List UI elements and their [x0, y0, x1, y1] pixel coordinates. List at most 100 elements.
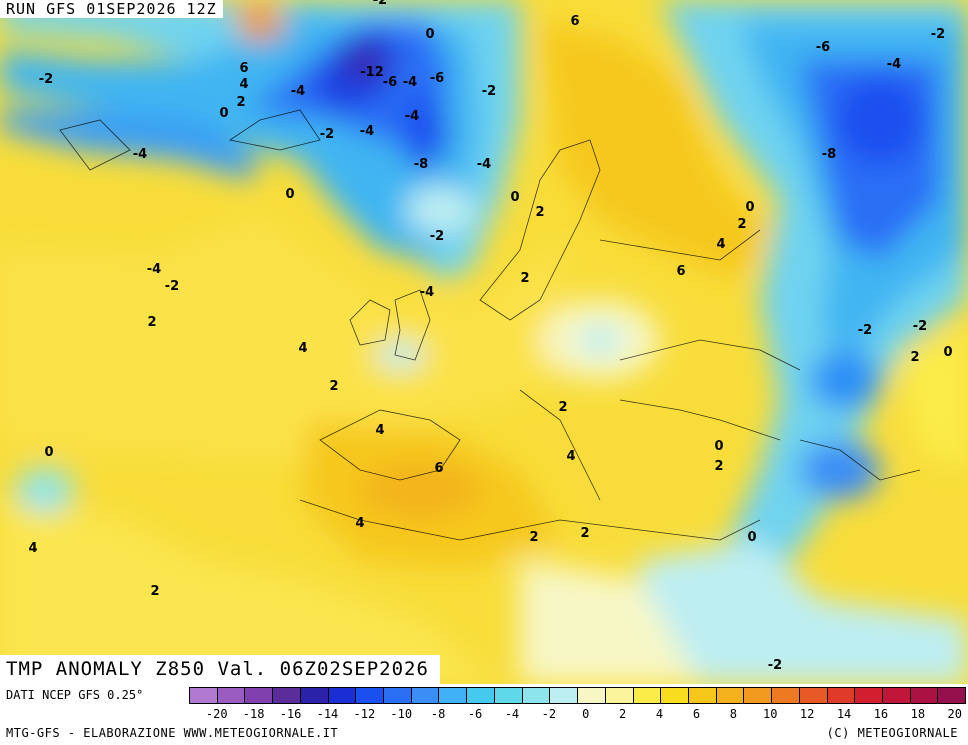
- scale-swatch: [384, 687, 412, 704]
- contour-label: 0: [747, 530, 756, 545]
- contour-label: 0: [943, 345, 952, 360]
- contour-label: -4: [887, 57, 901, 72]
- temperature-anomaly-map: -2 0 -2 6 4 0 2 -12 -6 -4 -6 -2 -4 -4 -2…: [0, 0, 968, 684]
- contour-label: 6: [434, 461, 443, 476]
- scale-swatch: [799, 687, 828, 704]
- scale-tick-label: -14: [316, 707, 339, 721]
- contour-label: 4: [716, 237, 725, 252]
- contour-label: 0: [745, 200, 754, 215]
- contour-label: -4: [133, 147, 147, 162]
- scale-tick-label: 6: [692, 707, 701, 721]
- contour-label: -2: [373, 0, 387, 8]
- scale-tick-label: -12: [353, 707, 376, 721]
- scale-tick-label: -2: [541, 707, 557, 721]
- scale-swatch: [827, 687, 856, 704]
- scale-swatch: [744, 687, 773, 704]
- contour-label: 2: [558, 400, 567, 415]
- color-scale-bar: [189, 687, 967, 704]
- scale-swatch: [300, 687, 329, 704]
- scale-tick-label: -20: [205, 707, 228, 721]
- contour-label: -2: [768, 658, 782, 673]
- scale-swatch: [522, 687, 551, 704]
- contour-label: 0: [219, 106, 228, 121]
- legend-footer: DATI NCEP GFS 0.25° -20 -18 -16 -14 -12 -10 -8…: [0, 684, 968, 745]
- scale-tick-label: -6: [467, 707, 483, 721]
- contour-label: 0: [714, 439, 723, 454]
- contour-label: -4: [405, 109, 419, 124]
- scale-swatch: [716, 687, 745, 704]
- contour-label: 4: [375, 423, 384, 438]
- contour-label: 2: [147, 315, 156, 330]
- contour-label: 2: [329, 379, 338, 394]
- contour-label: 2: [910, 350, 919, 365]
- scale-swatch: [494, 687, 523, 704]
- contour-label: -4: [291, 84, 305, 99]
- contour-label: -2: [931, 27, 945, 42]
- credit-right: (C) METEOGIORNALE: [826, 726, 958, 740]
- contour-label: -2: [430, 229, 444, 244]
- scale-tick-label: 2: [619, 707, 627, 721]
- contour-label: -6: [430, 71, 444, 86]
- scale-swatch: [772, 687, 800, 704]
- field-title: TMP ANOMALY Z850 Val. 06Z02SEP2026: [0, 655, 440, 684]
- scale-swatch: [328, 687, 357, 704]
- contour-label: 6: [676, 264, 685, 279]
- contour-label: 2: [737, 217, 746, 232]
- scale-swatch: [245, 687, 274, 704]
- contour-label: 4: [355, 516, 364, 531]
- contour-label: 4: [239, 77, 248, 92]
- color-scale-labels: -20 -18 -16 -14 -12 -10 -8 -6 -4 -2 0 2 4 6 8 10 12 14 16 1…: [189, 707, 966, 723]
- contour-label: 2: [520, 271, 529, 286]
- contour-label: 2: [580, 526, 589, 541]
- scale-tick-label: 18: [910, 707, 926, 721]
- scale-swatch: [189, 687, 218, 704]
- source-label: DATI NCEP GFS 0.25°: [6, 688, 144, 702]
- scale-swatch: [439, 687, 468, 704]
- contour-label: 6: [570, 14, 579, 29]
- contour-label: -6: [383, 75, 397, 90]
- contour-label: 2: [236, 95, 245, 110]
- contour-label: -8: [822, 147, 836, 162]
- scale-tick-label: 14: [836, 707, 852, 721]
- contour-label: 4: [566, 449, 575, 464]
- contour-label: 2: [150, 584, 159, 599]
- contour-label: -2: [320, 127, 334, 142]
- contour-label: 0: [44, 445, 53, 460]
- contour-label: 0: [285, 187, 294, 202]
- scale-tick-label: 12: [799, 707, 815, 721]
- contour-label: -4: [420, 285, 434, 300]
- scale-tick-label: -10: [390, 707, 413, 721]
- contour-labels: -2 0 -2 6 4 0 2 -12 -6 -4 -6 -2 -4 -4 -2…: [28, 0, 952, 673]
- contour-label: 0: [425, 27, 434, 42]
- scale-swatch: [411, 687, 440, 704]
- scale-swatch: [910, 687, 939, 704]
- contour-label: -2: [858, 323, 872, 338]
- contour-label: -6: [816, 40, 830, 55]
- scale-swatch: [273, 687, 301, 704]
- scale-tick-label: -4: [504, 707, 520, 721]
- contour-label: 4: [298, 341, 307, 356]
- run-title: RUN GFS 01SEP2026 12Z: [0, 0, 223, 18]
- scale-swatch: [882, 687, 911, 704]
- scale-swatch: [217, 687, 246, 704]
- scale-tick-label: 8: [729, 707, 737, 721]
- contour-label: 2: [535, 205, 544, 220]
- scale-tick-label: -16: [279, 707, 302, 721]
- contour-label: 2: [529, 530, 538, 545]
- scale-tick-label: -18: [242, 707, 265, 721]
- scale-tick-label: 0: [582, 707, 590, 721]
- contour-label: -12: [360, 65, 384, 80]
- contour-label: -8: [414, 157, 428, 172]
- contour-label: -4: [147, 262, 161, 277]
- scale-swatch: [688, 687, 717, 704]
- scale-swatch: [356, 687, 385, 704]
- scale-swatch: [550, 687, 579, 704]
- contour-label: 6: [239, 61, 248, 76]
- scale-swatch: [855, 687, 883, 704]
- scale-tick-label: 20: [947, 707, 962, 721]
- contour-label: -2: [165, 279, 179, 294]
- contour-label: -2: [913, 319, 927, 334]
- scale-swatch: [467, 687, 495, 704]
- credit-left: MTG-GFS - ELABORAZIONE WWW.METEOGIORNALE…: [6, 726, 339, 740]
- scale-tick-label: 16: [873, 707, 889, 721]
